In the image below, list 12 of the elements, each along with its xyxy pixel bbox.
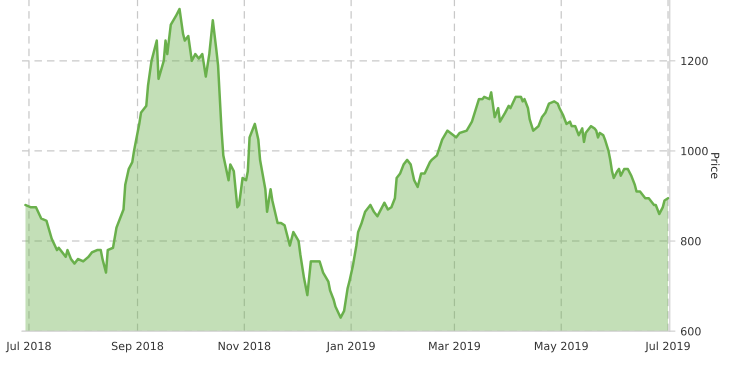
x-tick-label: Jul 2019 (644, 342, 690, 352)
x-tick-label: Sep 2018 (112, 342, 164, 352)
x-tick-label: Jan 2019 (326, 342, 375, 352)
x-tick-label: Jul 2018 (6, 342, 51, 352)
y-tick-label: 800 (680, 237, 701, 246)
y-tick-label: 1200 (681, 56, 708, 66)
x-tick-label: Nov 2018 (218, 342, 270, 350)
x-tick-label: Mar 2019 (429, 342, 480, 350)
y-axis-title: Price (710, 153, 720, 179)
x-tick-label: May 2019 (534, 342, 588, 352)
y-tick-label: 1000 (681, 146, 708, 156)
y-tick-label: 600 (680, 327, 701, 336)
